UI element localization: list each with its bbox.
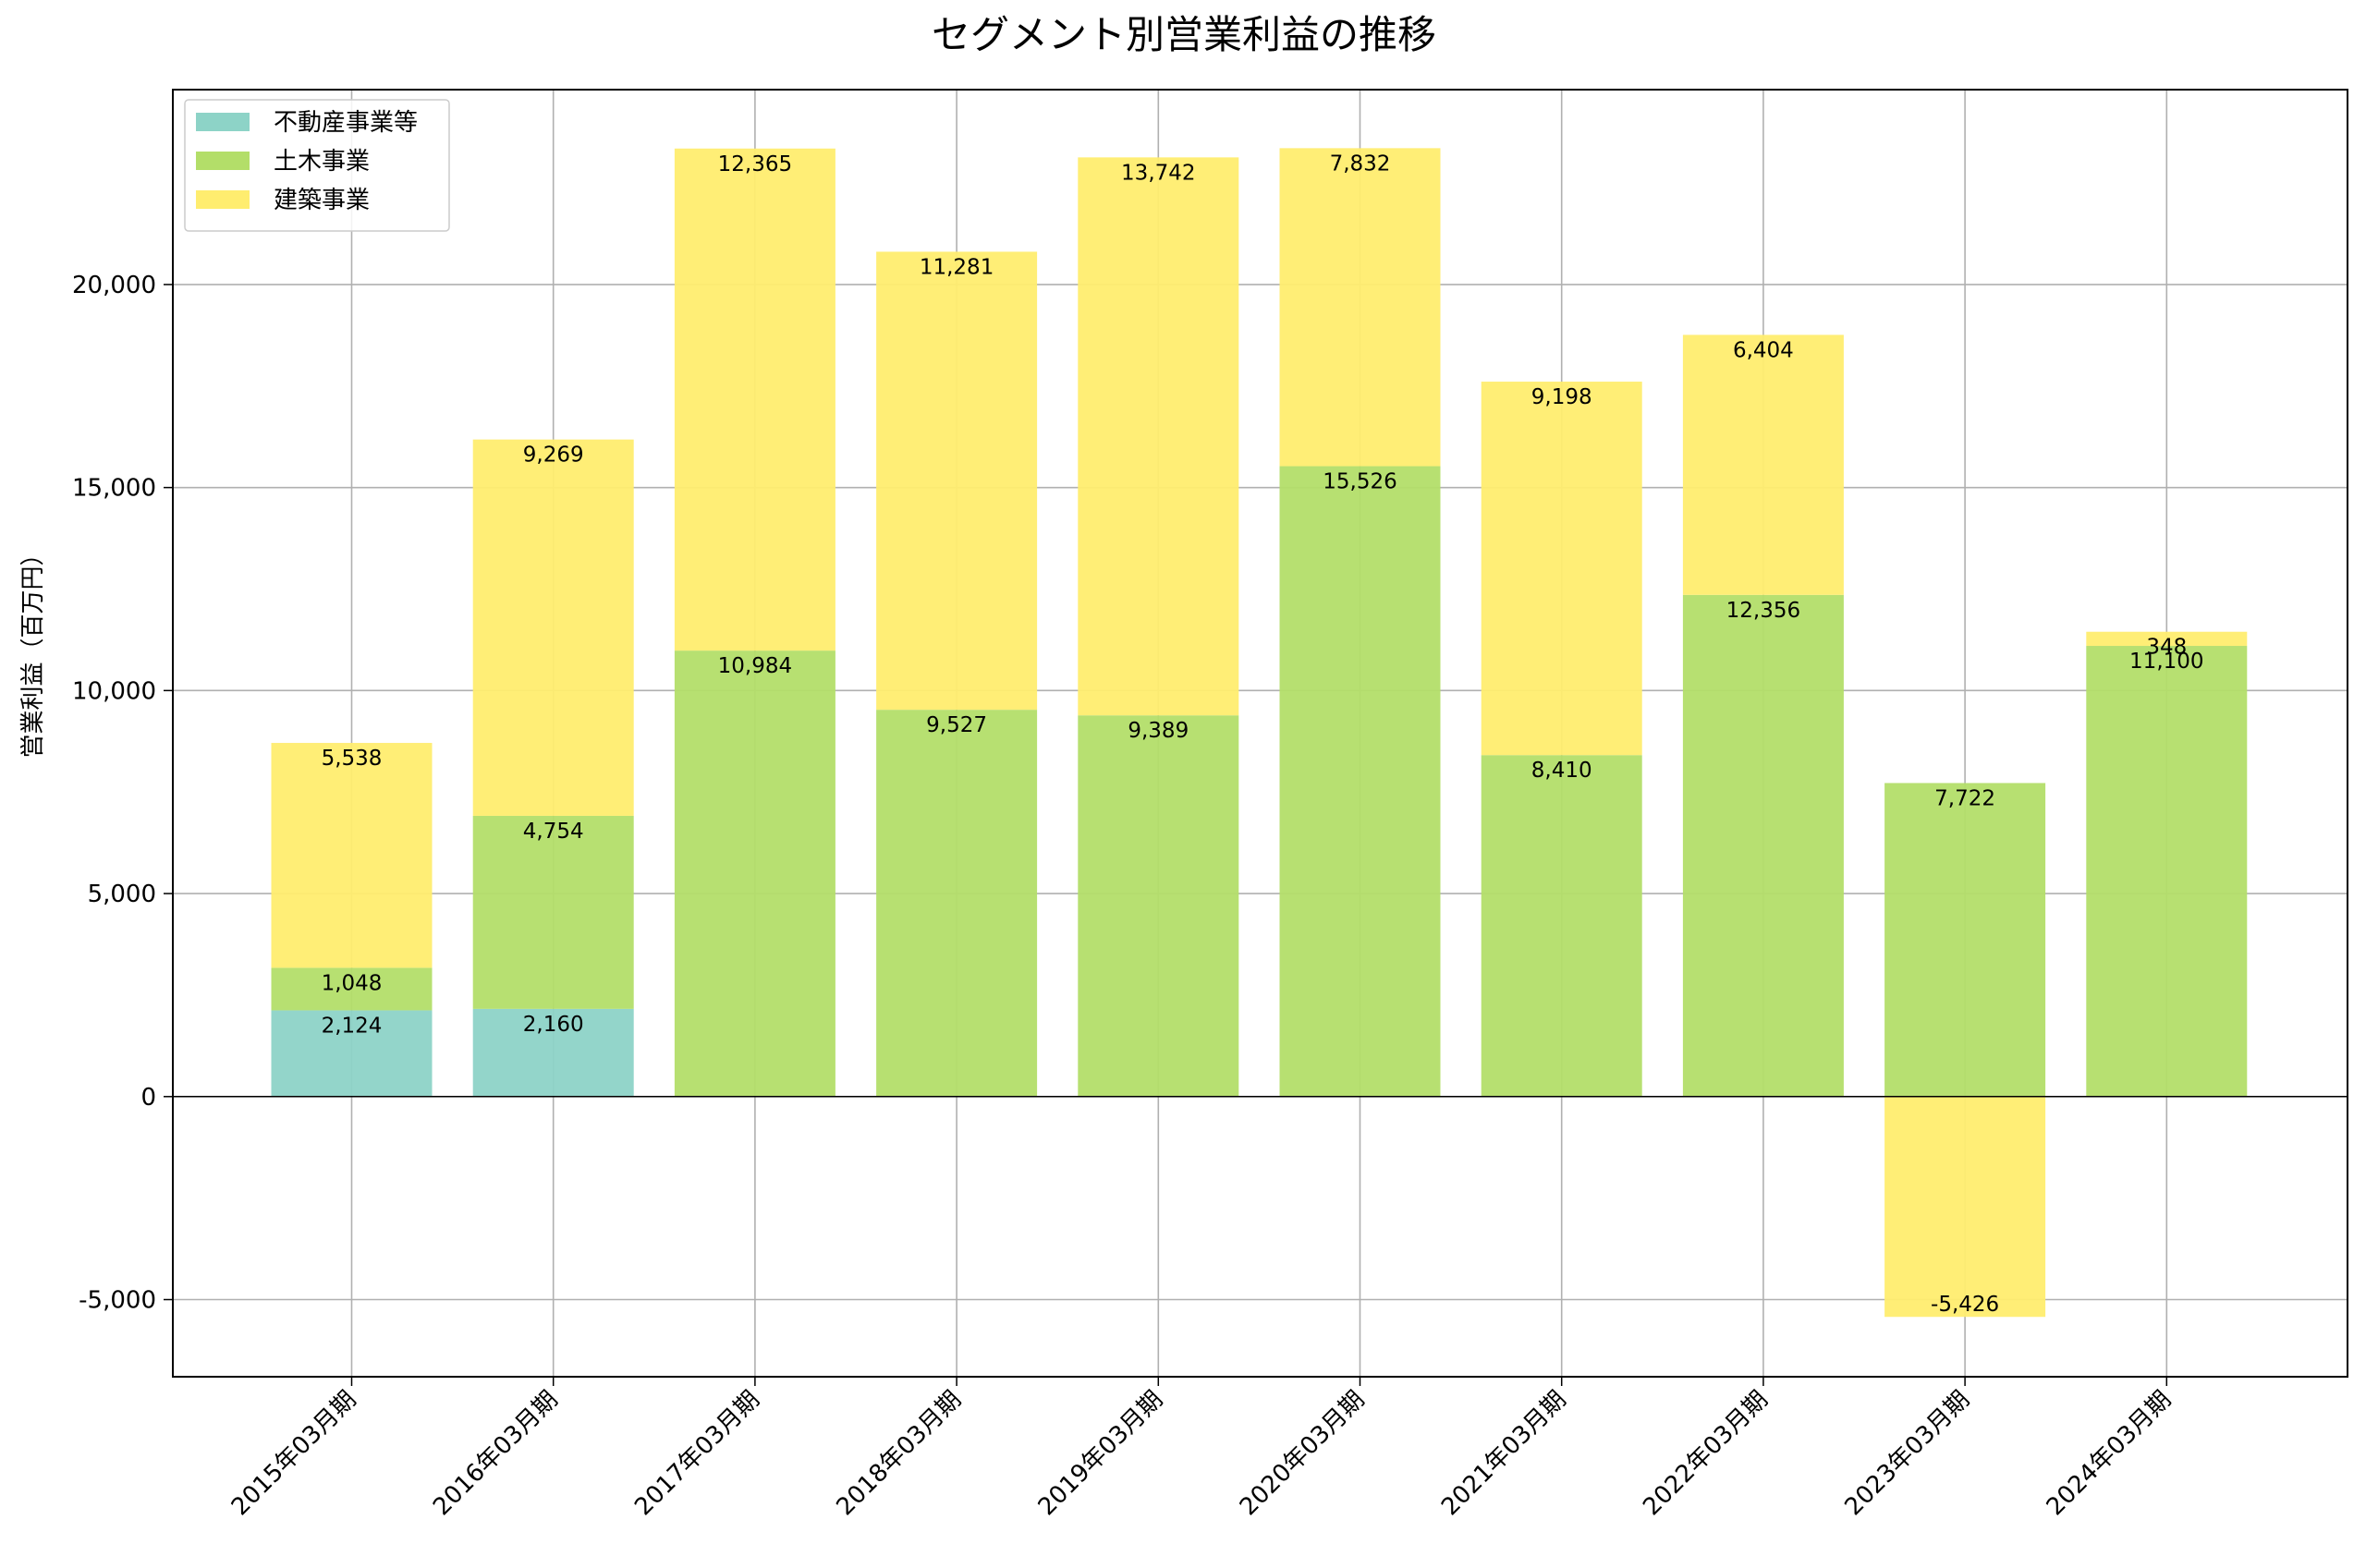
data-label: 11,100 — [2129, 650, 2203, 674]
bar-segment — [472, 1008, 634, 1097]
bar-segment — [1279, 466, 1441, 1097]
y-axis: -5,000 0 5,000 10,000 15,000 20,000 — [72, 272, 173, 1315]
data-label: 9,198 — [1531, 385, 1592, 409]
bar-segment — [1279, 148, 1441, 467]
y-tick-label: 5,000 — [88, 881, 156, 908]
bar-segment — [271, 967, 433, 1011]
bar-segment — [271, 1010, 433, 1097]
data-label: 12,365 — [718, 152, 792, 176]
x-tick-label: 2024年03月期 — [2042, 1386, 2177, 1522]
bar-segment — [1078, 715, 1239, 1097]
data-label: 7,722 — [1934, 786, 1995, 810]
y-tick-label: -5,000 — [79, 1287, 156, 1315]
bar-segment — [1884, 783, 2046, 1097]
data-label: 11,281 — [920, 255, 994, 279]
bar-segment — [2086, 631, 2248, 647]
data-label: 5,538 — [322, 747, 383, 771]
x-tick-label: 2019年03月期 — [1033, 1386, 1169, 1522]
data-label: 348 — [2146, 636, 2187, 660]
bar-segment — [1682, 594, 1844, 1097]
data-label: 9,389 — [1128, 719, 1189, 743]
data-label: 4,754 — [523, 820, 584, 844]
y-tick-label: 20,000 — [72, 272, 156, 299]
plot-frame — [172, 89, 2348, 1378]
y-tick-label: 0 — [140, 1084, 156, 1112]
bars — [271, 148, 2248, 1318]
data-label: 2,124 — [322, 1014, 383, 1038]
data-label: 12,356 — [1726, 599, 1800, 623]
x-tick-label: 2021年03月期 — [1436, 1386, 1572, 1522]
bar-segment — [1481, 755, 1642, 1097]
data-label: 13,742 — [1121, 161, 1195, 185]
data-label: 10,984 — [718, 654, 792, 678]
legend-swatch — [196, 152, 250, 170]
chart-title: セグメント別営業利益の推移 — [932, 12, 1436, 57]
data-label: 8,410 — [1531, 759, 1592, 783]
y-tick-label: 10,000 — [72, 677, 156, 705]
legend-label: 建築事業 — [274, 187, 370, 214]
bar-segment — [2086, 646, 2248, 1097]
data-label: 6,404 — [1733, 338, 1794, 362]
x-tick-label: 2015年03月期 — [226, 1386, 362, 1522]
bar-segment — [876, 251, 1038, 711]
data-labels: 2,124 2,160 1,048 4,754 10,984 9,527 9,389 15,5… — [322, 152, 2204, 1317]
bar-segment — [1682, 334, 1844, 595]
bar-segment — [1078, 157, 1239, 716]
x-tick-label: 2020年03月期 — [1235, 1386, 1371, 1522]
legend-box — [184, 99, 450, 232]
data-label: 15,526 — [1323, 470, 1396, 494]
legend-label: 土木事業 — [274, 148, 370, 176]
data-label: -5,426 — [1931, 1293, 1999, 1317]
bar-segment — [271, 743, 433, 968]
legend-swatch — [196, 190, 250, 209]
x-tick-label: 2018年03月期 — [831, 1386, 967, 1522]
data-label: 9,269 — [523, 444, 584, 468]
legend-label: 不動産事業等 — [274, 109, 418, 137]
data-label: 1,048 — [322, 971, 383, 995]
bar-segment — [472, 815, 634, 1009]
data-label: 2,160 — [523, 1013, 584, 1037]
x-tick-label: 2017年03月期 — [629, 1386, 765, 1522]
data-label: 7,832 — [1330, 152, 1391, 176]
x-tick-label: 2022年03月期 — [1638, 1386, 1774, 1522]
x-axis: 2015年03月期 2016年03月期 2017年03月期 2018年03月期 2019… — [226, 1377, 2177, 1521]
y-axis-label: 営業利益（百万円） — [19, 541, 47, 758]
bar-segment — [1481, 382, 1642, 756]
legend-swatch — [196, 113, 250, 131]
y-tick-label: 15,000 — [72, 475, 156, 503]
data-label: 9,527 — [926, 713, 987, 737]
bar-segment — [674, 650, 835, 1097]
bar-segment — [876, 710, 1038, 1097]
bar-segment — [674, 148, 835, 651]
bar-segment — [1884, 1096, 2046, 1318]
x-tick-label: 2023年03月期 — [1839, 1386, 1975, 1522]
bar-segment — [472, 439, 634, 816]
x-tick-label: 2016年03月期 — [428, 1386, 564, 1522]
